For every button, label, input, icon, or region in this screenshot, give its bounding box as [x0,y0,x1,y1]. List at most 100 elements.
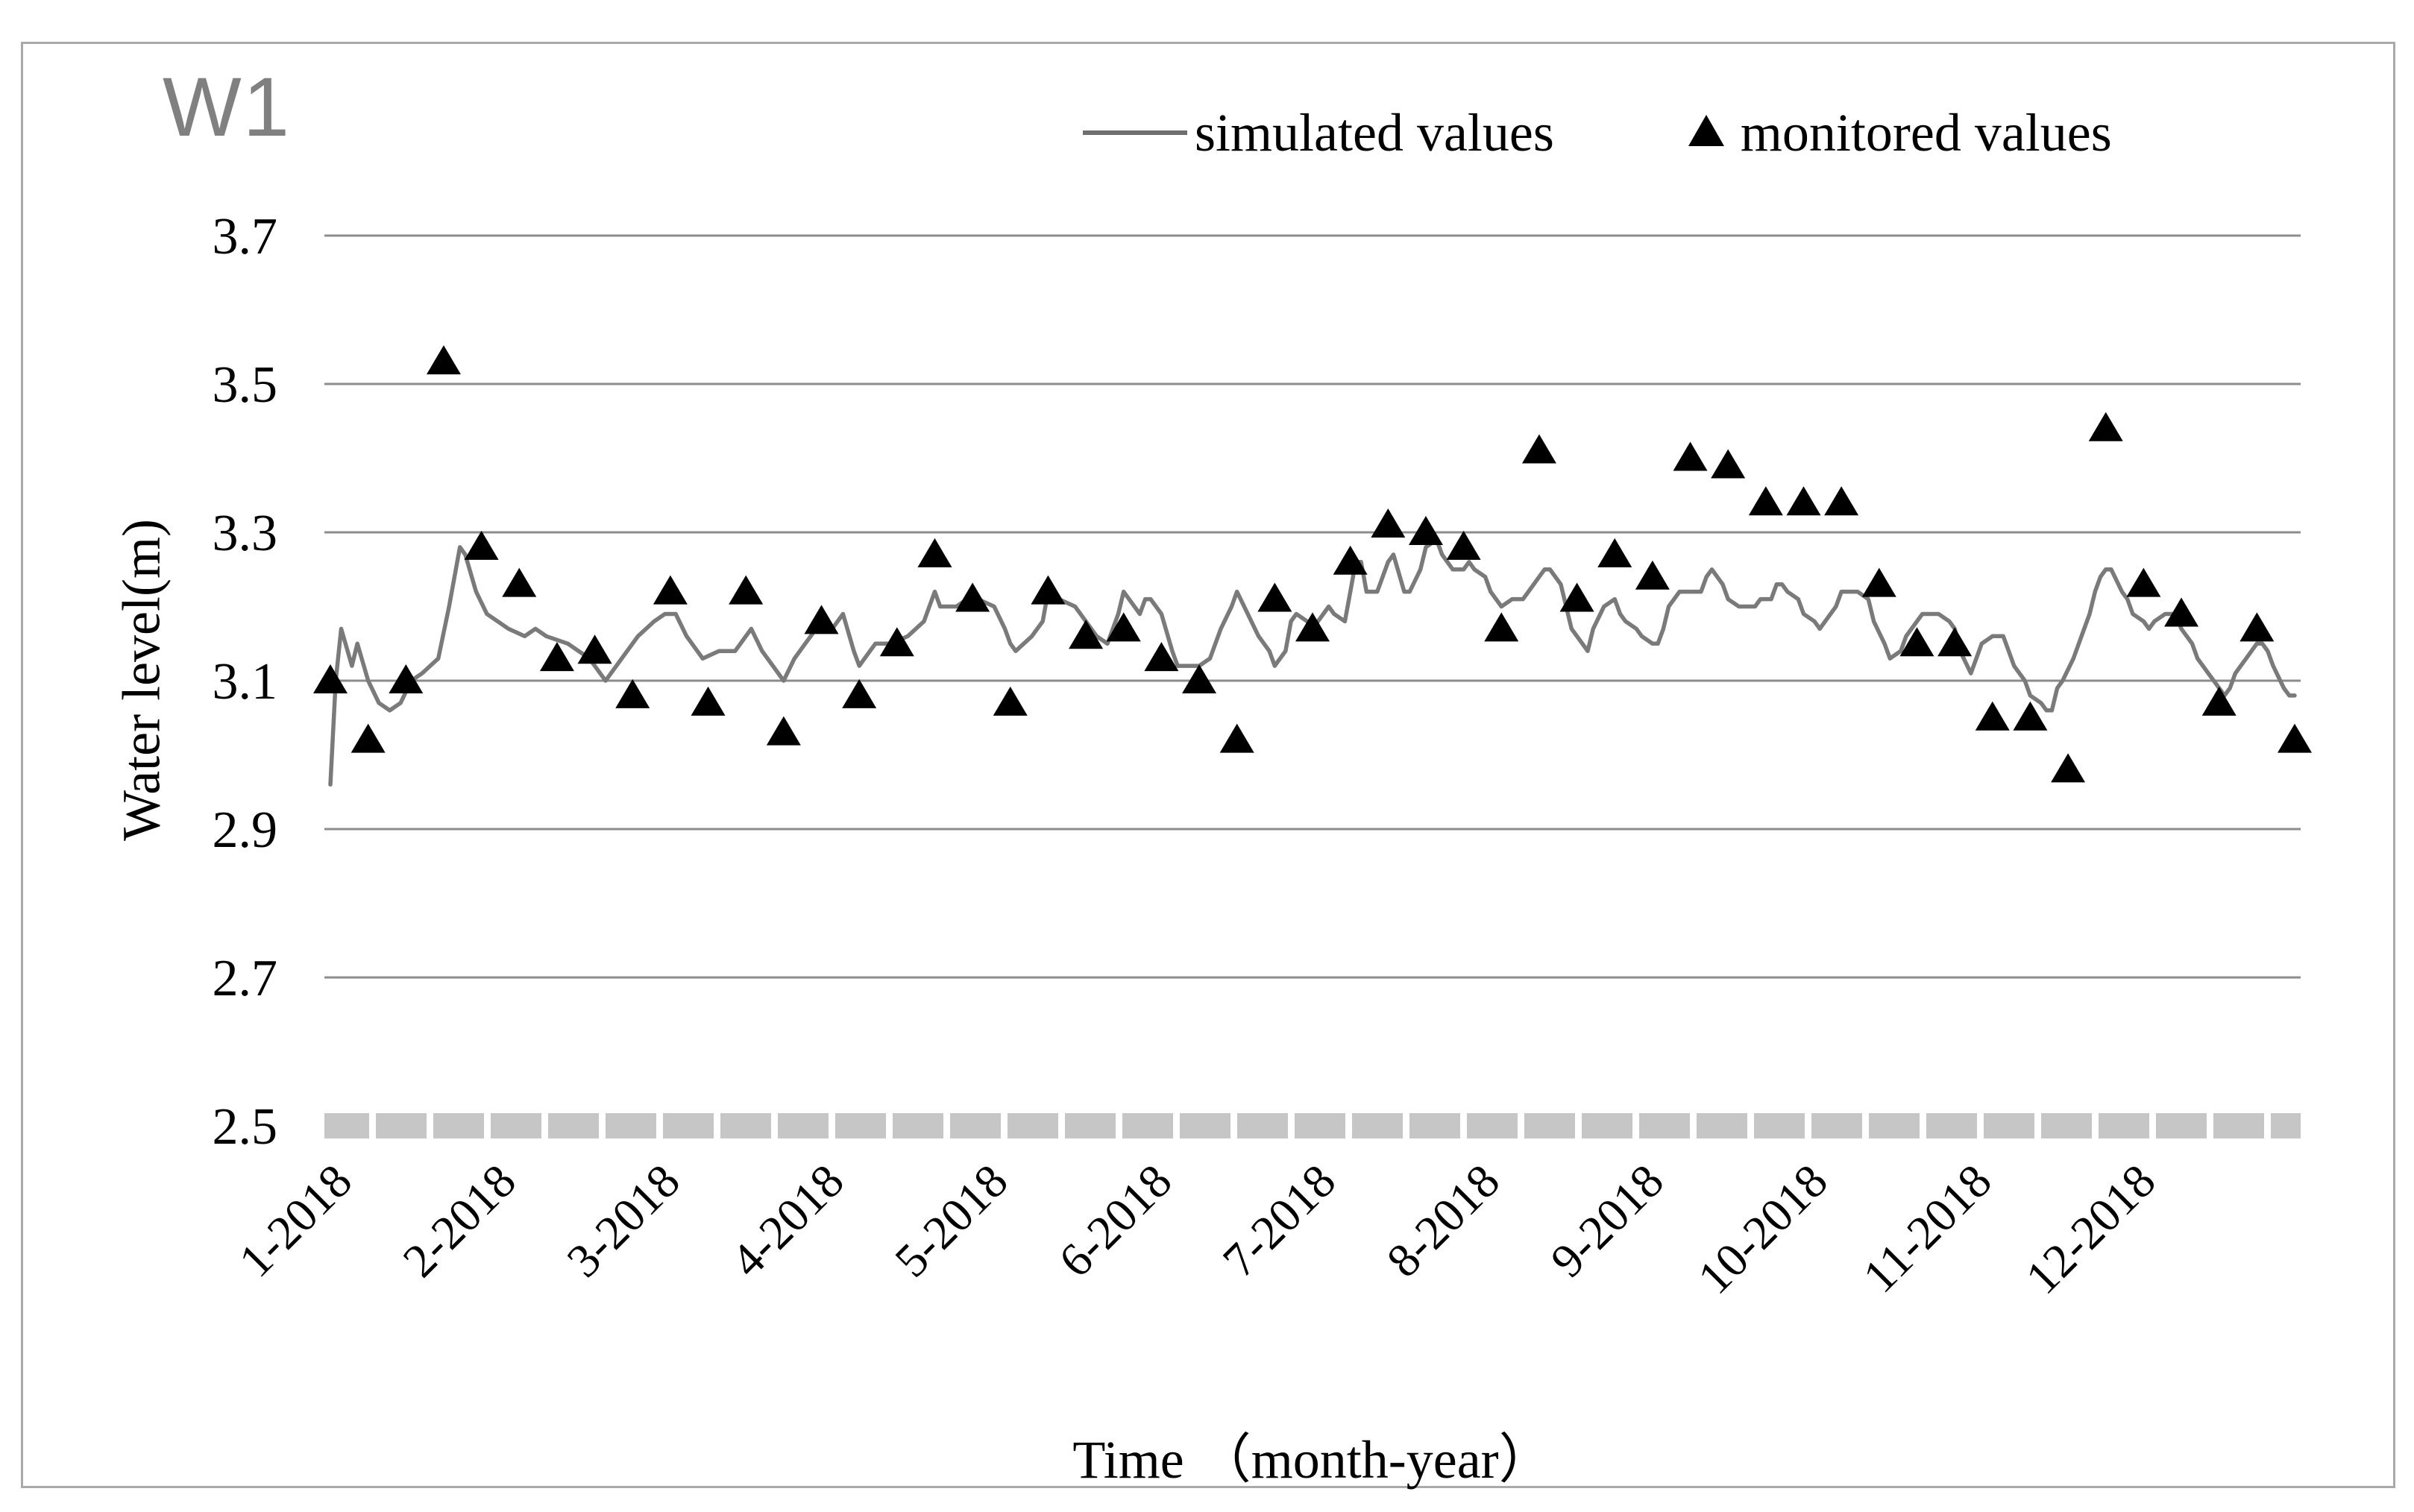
monitored-value-marker [2278,723,2312,753]
x-tick-label: 9-2018 [1541,1154,1673,1287]
axis-band-tick [2092,1113,2099,1138]
monitored-value-marker [1144,642,1179,672]
axis-band-tick [1173,1113,1180,1138]
x-tick-label: 6-2018 [1049,1154,1181,1287]
axis-band-tick [771,1113,778,1138]
axis-band-tick [599,1113,606,1138]
monitored-value-marker [1521,434,1556,464]
axis-band-tick [2149,1113,2156,1138]
axis-band-tick [1805,1113,1811,1138]
monitored-value-marker [1635,560,1670,590]
axis-band-tick [886,1113,893,1138]
axis-band-tick [1460,1113,1467,1138]
monitored-value-marker [1824,486,1859,516]
monitored-value-marker [1597,538,1632,567]
axis-band-tick [1518,1113,1524,1138]
axis-band-tick [656,1113,663,1138]
x-tick-label: 4-2018 [720,1154,853,1287]
monitored-value-marker [1182,664,1217,693]
monitored-value-marker [1484,612,1519,642]
monitored-value-marker [2126,567,2161,597]
x-tick-label: 11-2018 [1852,1154,2001,1302]
monitored-value-marker [464,530,499,560]
monitored-value-marker [804,605,839,634]
y-tick-label: 3.7 [213,208,278,265]
y-tick-label: 2.7 [213,950,278,1007]
axis-band-tick [1747,1113,1754,1138]
monitored-value-marker [351,723,386,753]
monitored-value-marker [1106,612,1141,642]
monitored-value-marker [2201,686,2237,716]
monitored-value-marker [917,538,952,567]
x-axis-title: Time （month-year） [1072,1430,1553,1490]
y-tick-label: 2.5 [213,1098,278,1156]
axis-band-tick [427,1113,433,1138]
monitored-value-marker [2088,412,2123,441]
legend-monitored-label: monitored values [1740,102,2112,163]
axis-band-tick [2034,1113,2041,1138]
monitored-value-marker [1899,627,1934,657]
y-tick-label: 3.1 [213,653,278,711]
monitored-value-marker [1408,516,1443,545]
x-tick-label: 3-2018 [556,1154,689,1287]
x-tick-label: 8-2018 [1377,1154,1509,1287]
x-tick-label: 12-2018 [2016,1154,2166,1304]
monitored-value-marker [577,634,612,664]
monitored-value-marker [955,582,990,612]
monitored-value-marker [1257,582,1292,612]
monitored-value-marker [2239,612,2275,642]
chart-title: W1 [163,60,291,154]
y-tick-label: 3.3 [213,505,278,562]
monitored-value-marker [1748,486,1783,516]
axis-band-tick [943,1113,950,1138]
axis-band-tick [1345,1113,1352,1138]
monitored-value-marker [426,345,461,375]
monitored-value-marker [691,686,726,716]
axis-band-tick [2264,1113,2271,1138]
monitored-value-marker [1219,723,1254,753]
monitored-value-marker [1031,575,1066,605]
monitored-value-marker [1937,627,1973,657]
axis-band-tick [1116,1113,1122,1138]
y-tick-label: 2.9 [213,801,278,859]
x-tick-label: 1-2018 [229,1154,362,1287]
monitored-value-marker [1371,508,1406,538]
monitored-value-marker [539,642,574,672]
monitored-value-marker [729,575,764,605]
axis-band-tick [1690,1113,1697,1138]
x-tick-label: 5-2018 [884,1154,1017,1287]
axis-band-tick [1632,1113,1639,1138]
monitored-value-marker [879,627,914,657]
monitored-value-marker [389,664,424,693]
axis-band-tick [714,1113,720,1138]
monitored-value-marker [653,575,688,605]
legend-line-icon [1083,130,1187,135]
legend-simulated-label: simulated values [1195,102,1554,163]
monitored-value-marker [2164,597,2199,627]
axis-band-tick [1288,1113,1295,1138]
y-tick-label: 3.5 [213,356,278,414]
monitored-value-marker [502,567,537,597]
x-tick-label: 7-2018 [1213,1154,1345,1287]
monitored-value-marker [313,664,348,693]
monitored-value-marker [2051,753,2086,783]
axis-band-tick [2207,1113,2213,1138]
monitored-value-marker [1861,567,1896,597]
axis-band-tick [1058,1113,1065,1138]
monitored-value-marker [993,686,1028,716]
monitored-value-marker [1559,582,1594,612]
chart-outer-frame [21,42,2395,1488]
monitored-value-marker [1786,486,1821,516]
monitored-value-marker [1975,701,2010,731]
axis-band-tick [369,1113,376,1138]
axis-band-tick [1575,1113,1582,1138]
axis-band-tick [484,1113,491,1138]
monitored-value-marker [2013,701,2048,731]
x-tick-label: 2-2018 [393,1154,526,1287]
monitored-value-marker [1295,612,1330,642]
axis-band-tick [1920,1113,1926,1138]
monitored-value-marker [615,678,650,708]
monitored-value-marker [1333,545,1368,575]
